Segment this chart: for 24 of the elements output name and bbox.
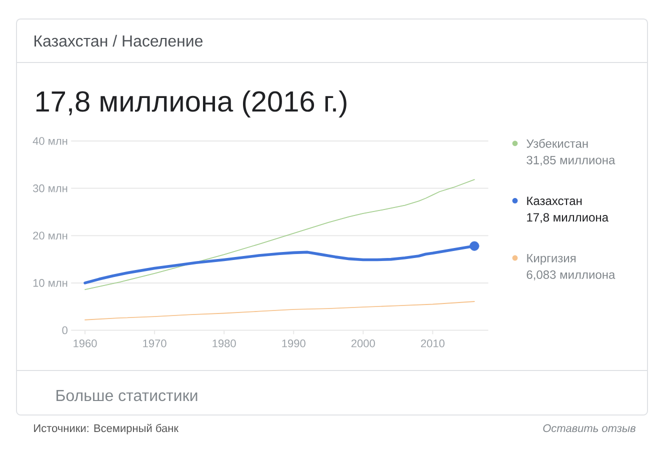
text: Больше статистики [56, 390, 198, 402]
text: Источники: Всемирный банк [34, 424, 179, 434]
x-tick-label: 1970 [143, 339, 166, 348]
y-tick-label: 10 млн [33, 279, 68, 287]
legend-label: Узбекистан [526, 138, 588, 148]
x-tick-label: 1990 [282, 339, 306, 348]
line-series [84, 301, 475, 320]
y-tick-label: 0 [62, 326, 68, 334]
x-tick-label: 1960 [74, 339, 97, 348]
y-tick-label: 40 млн [32, 137, 68, 145]
chart-title: Казахстан / Население [34, 34, 203, 47]
chart-subtitle: 17,8 миллиона (2016 г.) [36, 90, 346, 118]
x-tick-label: 2000 [351, 339, 375, 348]
y-tick-label: 20 млн [33, 232, 68, 240]
line-series [84, 179, 475, 290]
x-tick-label: 1980 [212, 339, 236, 348]
y-tick-label: 30 млн [32, 184, 68, 192]
legend-label: Казахстан [527, 196, 582, 206]
text: 31,85 миллиона [526, 156, 616, 166]
text: 6,083 миллиона [526, 270, 616, 280]
x-tick-label: 2010 [420, 339, 444, 348]
text: Оставить отзыв [543, 424, 636, 432]
text: 17,8 миллиона [527, 213, 609, 224]
legend-label: Киргизия [527, 254, 576, 265]
